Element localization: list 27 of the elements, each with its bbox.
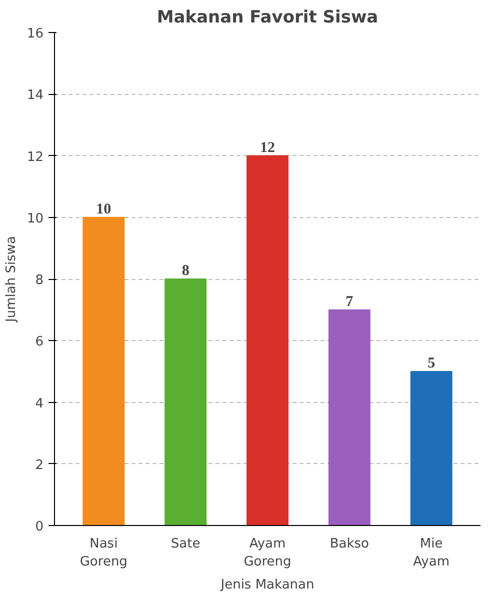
y-tick-label: 10	[26, 211, 44, 226]
y-tick-label: 4	[35, 396, 44, 412]
data-label: 10	[96, 201, 112, 218]
x-tick-label: Nasi Goreng	[80, 536, 128, 570]
x-axis-title: Jenis Makanan	[220, 578, 314, 592]
bar	[82, 216, 125, 526]
y-tick-label: 16	[26, 26, 44, 42]
x-tick-label: Mie Ayam	[413, 536, 450, 570]
chart-title: Makanan Favorit Siswa	[156, 8, 378, 28]
bar	[410, 370, 452, 526]
data-label: 5	[428, 355, 436, 372]
bar	[328, 309, 370, 526]
x-tick-label: Bakso	[330, 536, 370, 552]
y-tick-label: 14	[26, 88, 44, 104]
y-tick-label: 2	[35, 458, 44, 473]
y-axis-title: Jumlah Siswa	[4, 236, 19, 323]
bar	[246, 155, 288, 526]
y-tick-label: 0	[35, 520, 44, 534]
bar	[164, 278, 207, 526]
y-tick-label: 8	[35, 273, 44, 288]
y-tick-label: 12	[26, 150, 44, 165]
data-label: 7	[346, 294, 354, 310]
data-label: 12	[260, 140, 275, 156]
y-tick-label: 6	[35, 334, 44, 350]
data-label: 8	[182, 263, 190, 279]
x-tick-label: Ayam Goreng	[244, 536, 292, 570]
x-tick-label: Sate	[170, 536, 200, 552]
